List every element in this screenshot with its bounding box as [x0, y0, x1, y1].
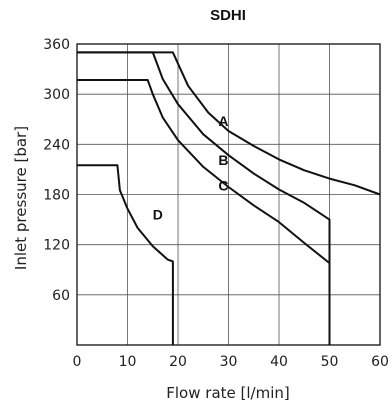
- x-tick-label: 40: [270, 354, 288, 370]
- x-tick-label: 10: [119, 354, 137, 370]
- curve-b: [77, 51, 331, 345]
- grid: [77, 44, 380, 345]
- x-tick-label: 30: [220, 354, 238, 370]
- tick-labels: 0 10 20 30 40 50 60 60 120 180 240 300 360: [43, 37, 389, 370]
- y-tick-label: 240: [43, 137, 70, 153]
- curve-a: [77, 51, 381, 196]
- x-tick-label: 20: [169, 354, 187, 370]
- x-tick-label: 60: [371, 354, 389, 370]
- curve-label-c: C: [218, 177, 228, 193]
- y-tick-label: 360: [43, 37, 70, 53]
- curve-label-d: D: [153, 207, 163, 223]
- y-tick-label: 60: [52, 288, 70, 304]
- y-axis-label: Inlet pressure [bar]: [12, 126, 30, 270]
- chart-title: SDHI: [210, 7, 246, 24]
- curve-label-a: A: [218, 113, 228, 129]
- curves: [77, 51, 381, 345]
- y-tick-label: 120: [43, 238, 70, 254]
- curve-labels: A BC D: [153, 113, 229, 223]
- y-tick-label: 300: [43, 87, 70, 103]
- x-tick-label: 0: [73, 354, 82, 370]
- curve-label-b: B: [218, 152, 228, 168]
- curve-c: [77, 79, 331, 345]
- x-tick-label: 50: [321, 354, 339, 370]
- curve-d: [77, 164, 174, 345]
- x-axis-label: Flow rate [l/min]: [166, 384, 289, 402]
- y-tick-label: 180: [43, 188, 70, 204]
